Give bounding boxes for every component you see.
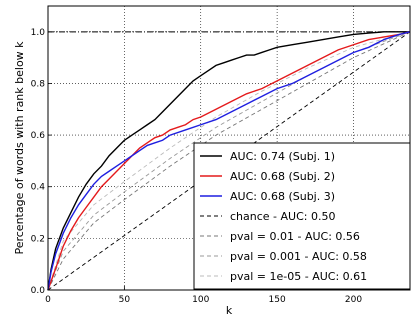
- series-line-3: [47, 31, 411, 291]
- series-lines: [47, 31, 411, 291]
- x-tick-label: 100: [192, 295, 209, 305]
- legend-label: AUC: 0.74 (Subj. 1): [230, 150, 335, 163]
- series-line-2: [47, 31, 411, 291]
- x-tick-label: 50: [119, 295, 131, 305]
- y-tick-label: 0.2: [31, 234, 45, 244]
- y-tick-label: 0.0: [31, 286, 46, 296]
- legend-label: chance - AUC: 0.50: [230, 210, 335, 223]
- series-line-6: [47, 31, 411, 291]
- y-tick-label: 0.6: [31, 131, 46, 141]
- legend-label: AUC: 0.68 (Subj. 2): [230, 170, 335, 183]
- x-tick-label: 0: [45, 295, 51, 305]
- y-axis-title: Percentage of words with rank below k: [13, 41, 26, 255]
- series-line-7: [47, 31, 411, 291]
- x-tick-label: 200: [345, 295, 362, 305]
- legend-label: AUC: 0.68 (Subj. 3): [230, 190, 335, 203]
- series-line-1: [47, 31, 410, 291]
- legend-box: [193, 142, 411, 290]
- legend: AUC: 0.74 (Subj. 1) AUC: 0.68 (Subj. 2) AU…: [193, 142, 411, 290]
- ticks: 0 50 100 150 200 0.0 0.2 0.4 0.6 0.8 1.0: [31, 28, 363, 305]
- legend-label: pval = 1e-05 - AUC: 0.61: [230, 270, 367, 283]
- y-tick-label: 0.4: [31, 183, 46, 193]
- series-line-5: [47, 31, 411, 291]
- y-tick-label: 0.8: [31, 79, 46, 89]
- y-tick-label: 1.0: [31, 28, 46, 38]
- legend-label: pval = 0.01 - AUC: 0.56: [230, 230, 360, 243]
- x-axis-title: k: [226, 304, 233, 317]
- legend-label: pval = 0.001 - AUC: 0.58: [230, 250, 367, 263]
- x-tick-label: 150: [269, 295, 286, 305]
